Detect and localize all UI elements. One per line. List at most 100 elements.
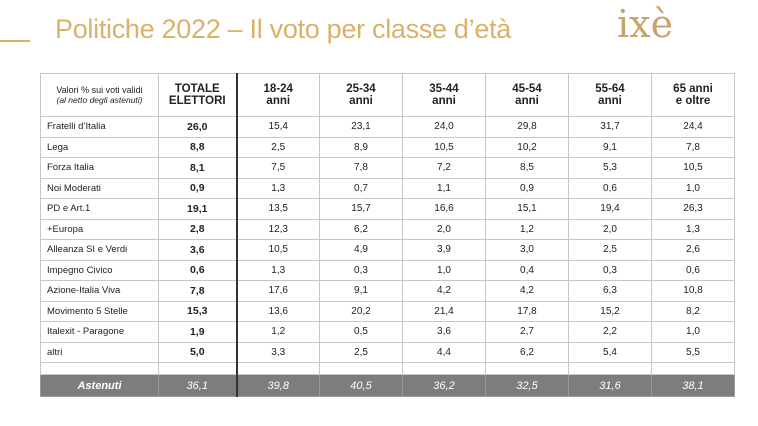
table-header-row: Valori % sui voti validi (al netto degli… (40, 73, 735, 117)
age-value: 5,4 (568, 341, 652, 363)
abstention-cell: 40,5 (319, 374, 403, 397)
age-value: 20,2 (319, 300, 403, 322)
age-value: 1,3 (651, 218, 735, 240)
abstention-cell: 38,1 (651, 374, 735, 397)
age-value: 2,5 (236, 136, 320, 158)
age-value: 10,2 (485, 136, 569, 158)
age-value: 15,2 (568, 300, 652, 322)
total-value: 19,1 (158, 198, 238, 220)
table-row: altri 5,0 3,3 2,5 4,4 6,2 5,4 5,5 (40, 341, 735, 363)
total-value: 8,1 (158, 157, 238, 179)
age-value: 1,1 (402, 177, 486, 199)
age-value: 0,3 (319, 259, 403, 281)
spacer-cell (402, 362, 486, 375)
age-value: 15,7 (319, 198, 403, 220)
age-value: 24,4 (651, 116, 735, 138)
age-value: 7,8 (651, 136, 735, 158)
age-value: 2,6 (651, 239, 735, 261)
abstention-row: Astenuti 36,1 39,8 40,5 36,2 32,5 31,6 3… (40, 374, 735, 397)
total-value: 26,0 (158, 116, 238, 138)
abstention-label: Astenuti (40, 374, 159, 397)
spacer-cell (485, 362, 569, 375)
age-value: 31,7 (568, 116, 652, 138)
table-note-line2: (al netto degli astenuti) (56, 95, 143, 105)
age-value: 10,5 (236, 239, 320, 261)
total-value: 1,9 (158, 321, 238, 343)
age-value: 10,5 (402, 136, 486, 158)
table-note-line1: Valori % sui voti validi (56, 85, 143, 95)
abstention-total: 36,1 (158, 374, 238, 397)
age-value: 0,6 (651, 259, 735, 281)
table-row: Noi Moderati 0,9 1,3 0,7 1,1 0,9 0,6 1,0 (40, 177, 735, 199)
total-value: 8,8 (158, 136, 238, 158)
age-value: 3,3 (236, 341, 320, 363)
table-row: Impegno Civico 0,6 1,3 0,3 1,0 0,4 0,3 0,6 (40, 259, 735, 281)
table-row: Forza Italia 8,1 7,5 7,8 7,2 8,5 5,3 10,5 (40, 157, 735, 179)
age-value: 2,0 (568, 218, 652, 240)
table-row: +Europa 2,8 12,3 6,2 2,0 1,2 2,0 1,3 (40, 218, 735, 240)
age-value: 19,4 (568, 198, 652, 220)
age-value: 0,6 (568, 177, 652, 199)
age-value: 2,5 (319, 341, 403, 363)
age-value: 7,5 (236, 157, 320, 179)
age-value: 15,1 (485, 198, 569, 220)
age-header-1: 25-34 anni (319, 73, 403, 117)
age-value: 8,9 (319, 136, 403, 158)
age-value: 6,3 (568, 280, 652, 302)
party-label: Fratelli d’Italia (40, 116, 159, 138)
age-value: 21,4 (402, 300, 486, 322)
party-label: Azione-Italia Viva (40, 280, 159, 302)
abstention-cell: 31,6 (568, 374, 652, 397)
abstention-cell: 32,5 (485, 374, 569, 397)
total-header-line2: ELETTORI (168, 95, 226, 107)
age-value: 4,9 (319, 239, 403, 261)
age-value: 0,5 (319, 321, 403, 343)
age-value: 15,4 (236, 116, 320, 138)
age-value: 24,0 (402, 116, 486, 138)
age-header-0: 18-24 anni (236, 73, 320, 117)
age-value: 4,2 (485, 280, 569, 302)
age-value: 2,2 (568, 321, 652, 343)
age-value: 6,2 (485, 341, 569, 363)
spacer-cell (319, 362, 403, 375)
age-value: 10,5 (651, 157, 735, 179)
age-value: 7,2 (402, 157, 486, 179)
age-value: 1,0 (651, 177, 735, 199)
party-label: Forza Italia (40, 157, 159, 179)
age-value: 0,4 (485, 259, 569, 281)
age-value: 26,3 (651, 198, 735, 220)
party-label: Impegno Civico (40, 259, 159, 281)
age-value: 2,0 (402, 218, 486, 240)
party-label: Alleanza SI e Verdi (40, 239, 159, 261)
total-header-line1: TOTALE (174, 83, 220, 95)
accent-line (0, 40, 30, 42)
table-row: Azione-Italia Viva 7,8 17,6 9,1 4,2 4,2 6,3 10,… (40, 280, 735, 302)
age-value: 1,0 (651, 321, 735, 343)
age-value: 9,1 (319, 280, 403, 302)
age-value: 23,1 (319, 116, 403, 138)
age-value: 1,0 (402, 259, 486, 281)
table-row: PD e Art.1 19,1 13,5 15,7 16,6 15,1 19,4 26,3 (40, 198, 735, 220)
age-value: 3,9 (402, 239, 486, 261)
age-value: 8,5 (485, 157, 569, 179)
spacer-cell (158, 362, 238, 375)
age-value: 2,7 (485, 321, 569, 343)
age-value: 6,2 (319, 218, 403, 240)
age-value: 5,3 (568, 157, 652, 179)
spacer-cell (651, 362, 735, 375)
age-value: 29,8 (485, 116, 569, 138)
table-row: Movimento 5 Stelle 15,3 13,6 20,2 21,4 17,8 15… (40, 300, 735, 322)
spacer-row (40, 362, 735, 375)
age-value: 0,7 (319, 177, 403, 199)
table-row: Lega 8,8 2,5 8,9 10,5 10,2 9,1 7,8 (40, 136, 735, 158)
age-value: 7,8 (319, 157, 403, 179)
total-value: 2,8 (158, 218, 238, 240)
party-label: PD e Art.1 (40, 198, 159, 220)
age-value: 3,0 (485, 239, 569, 261)
total-value: 3,6 (158, 239, 238, 261)
age-value: 8,2 (651, 300, 735, 322)
age-value: 1,2 (236, 321, 320, 343)
party-label: +Europa (40, 218, 159, 240)
age-value: 3,6 (402, 321, 486, 343)
age-value: 9,1 (568, 136, 652, 158)
